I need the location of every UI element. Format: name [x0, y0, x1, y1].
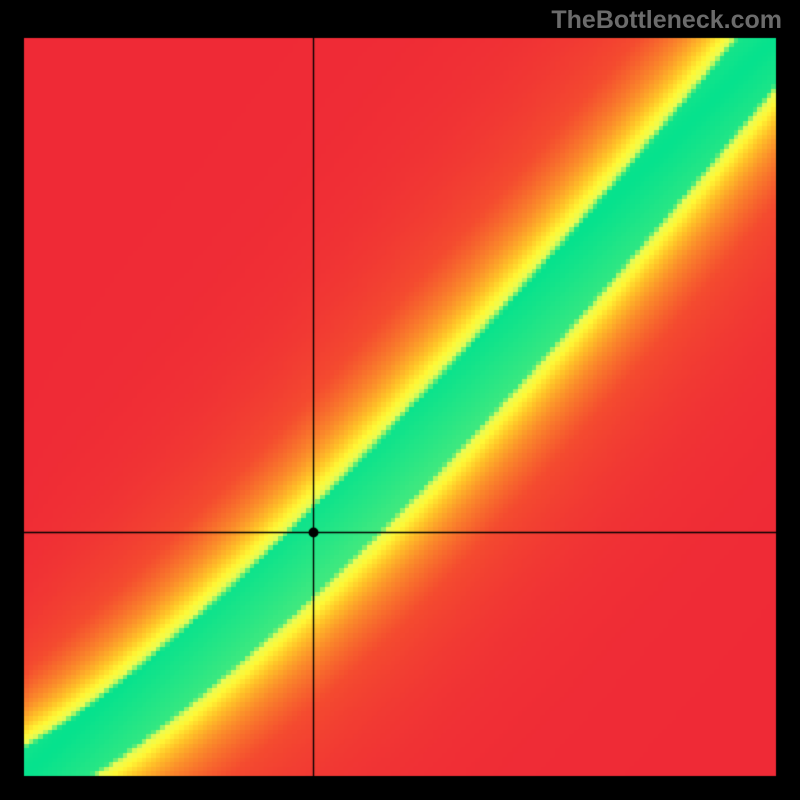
bottleneck-heatmap: [0, 0, 800, 800]
watermark-text: TheBottleneck.com: [551, 6, 782, 35]
chart-container: TheBottleneck.com: [0, 0, 800, 800]
